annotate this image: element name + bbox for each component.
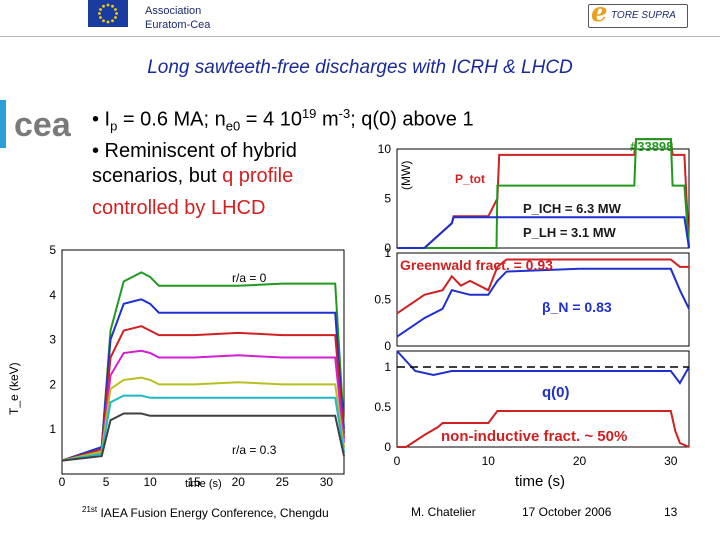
header-divider bbox=[0, 36, 720, 37]
series-line-non-inductive-fraction bbox=[397, 410, 690, 448]
association-label: Association Euratom-Cea bbox=[145, 5, 211, 31]
te-x-tick-label: 25 bbox=[276, 475, 290, 489]
series-line-r-a-0-1 bbox=[61, 325, 345, 462]
series-line-beta-n bbox=[396, 267, 690, 338]
q0-series-group bbox=[396, 350, 690, 448]
te-y-tick-label: 1 bbox=[49, 422, 56, 436]
q0-y-tick-label: 1 bbox=[384, 360, 391, 374]
te-x-tick-label: 0 bbox=[59, 475, 66, 489]
bullet-hybrid-line3: controlled by LHCD bbox=[92, 197, 266, 219]
q0-panel-frame bbox=[396, 350, 690, 448]
te-x-tick-label: 10 bbox=[143, 475, 157, 489]
betan-label: β_N = 0.83 bbox=[542, 299, 612, 315]
cea-logo-text: cea bbox=[14, 106, 72, 144]
q0-xlabel: time (s) bbox=[515, 473, 565, 490]
noninductive-label: non-inductive fract. ~ 50% bbox=[441, 428, 627, 445]
q0-x-tick-label: 30 bbox=[664, 454, 678, 468]
ptot-label: P_tot bbox=[455, 172, 485, 186]
te-x-tick-label: 20 bbox=[232, 475, 246, 489]
series-line-r-a-0-15 bbox=[61, 349, 345, 462]
greenwald-series-group bbox=[396, 258, 690, 338]
greenwald-y-tick-label: 0.5 bbox=[374, 293, 391, 307]
power-y-tick-label: 0 bbox=[384, 241, 391, 255]
power-panel-frame bbox=[396, 148, 690, 249]
series-line-p-ich bbox=[397, 138, 690, 249]
cea-accent-bar bbox=[0, 100, 6, 148]
tore-supra-logo: e TORE SUPRA bbox=[588, 0, 688, 28]
slide-title: Long sawteeth-free discharges with ICRH … bbox=[147, 57, 573, 78]
q0-y-tick-label: 0 bbox=[384, 440, 391, 454]
te-xlabel: time (s) bbox=[185, 478, 222, 490]
power-series-group bbox=[397, 138, 690, 249]
greenwald-y-tick-label: 1 bbox=[384, 246, 391, 260]
te-x-ticks: 0 5 10 15 20 25 30 bbox=[59, 475, 334, 489]
series-line-r-a-0-05 bbox=[61, 298, 345, 462]
q0-label: q(0) bbox=[542, 384, 570, 401]
shot-number-label: #33898 bbox=[630, 139, 673, 154]
te-y-tick-label: 2 bbox=[49, 377, 56, 391]
te-x-tick-label: 15 bbox=[188, 475, 202, 489]
series-line-r-a-0-25 bbox=[61, 394, 345, 462]
cea-logo: cea bbox=[12, 100, 72, 145]
power-ylabel: (MW) bbox=[399, 161, 413, 190]
te-annotation-center: r/a = 0 bbox=[232, 271, 267, 285]
power-y-tick-label: 10 bbox=[378, 142, 392, 156]
te-annotation-edge: r/a = 0.3 bbox=[232, 443, 277, 457]
te-y-tick-label: 5 bbox=[49, 243, 56, 257]
te-ylabel: T_e (keV) bbox=[7, 362, 21, 415]
eu-stars-icon bbox=[98, 3, 118, 24]
greenwald-y-tick-label: 0 bbox=[384, 339, 391, 353]
series-line-r-a-0-2 bbox=[61, 376, 345, 462]
plh-label: P_LH = 3.1 MW bbox=[523, 225, 617, 240]
te-y-tick-label: 3 bbox=[49, 333, 56, 347]
te-y-ticks: 1 2 3 4 5 bbox=[49, 243, 56, 436]
greenwald-panel-frame bbox=[396, 252, 690, 347]
q0-x-tick-label: 10 bbox=[482, 454, 496, 468]
q0-x-tick-label: 20 bbox=[573, 454, 587, 468]
series-line-q-0- bbox=[396, 350, 690, 385]
te-chart: 1 2 3 4 5 0 5 10 15 20 25 30 r/a = 0 r/a = 0.3 tim… bbox=[7, 243, 345, 490]
series-line-greenwald-fraction bbox=[396, 258, 689, 315]
eu-flag-logo bbox=[88, 0, 128, 27]
bullet-hybrid-line1: • Reminiscent of hybrid bbox=[92, 140, 297, 162]
greenwald-label: Greenwald fract. = 0.93 bbox=[400, 257, 553, 273]
footer-conference: 21st IAEA Fusion Energy Conference, Chen… bbox=[82, 505, 329, 520]
q0-x-tick-label: 0 bbox=[394, 454, 401, 468]
bullet-hybrid-line2: scenarios, but q profile bbox=[92, 165, 294, 187]
te-y-tick-label: 4 bbox=[49, 288, 56, 302]
footer-author: M. Chatelier bbox=[411, 505, 476, 519]
te-x-tick-label: 30 bbox=[320, 475, 334, 489]
power-y-tick-label: 5 bbox=[384, 192, 391, 206]
te-x-tick-label: 5 bbox=[103, 475, 110, 489]
bullet-plasma-params: • Ip = 0.6 MA; ne0 = 4 1019 m-3; q(0) ab… bbox=[92, 106, 474, 134]
footer-page-number: 13 bbox=[664, 505, 678, 519]
pich-label: P_ICH = 6.3 MW bbox=[523, 201, 622, 216]
q0-y-tick-label: 0.5 bbox=[374, 400, 391, 414]
te-series-group bbox=[61, 271, 345, 462]
series-line-r-a-0-3 bbox=[61, 412, 345, 462]
footer-date: 17 October 2006 bbox=[522, 505, 612, 519]
series-line-p-lh bbox=[397, 216, 690, 249]
